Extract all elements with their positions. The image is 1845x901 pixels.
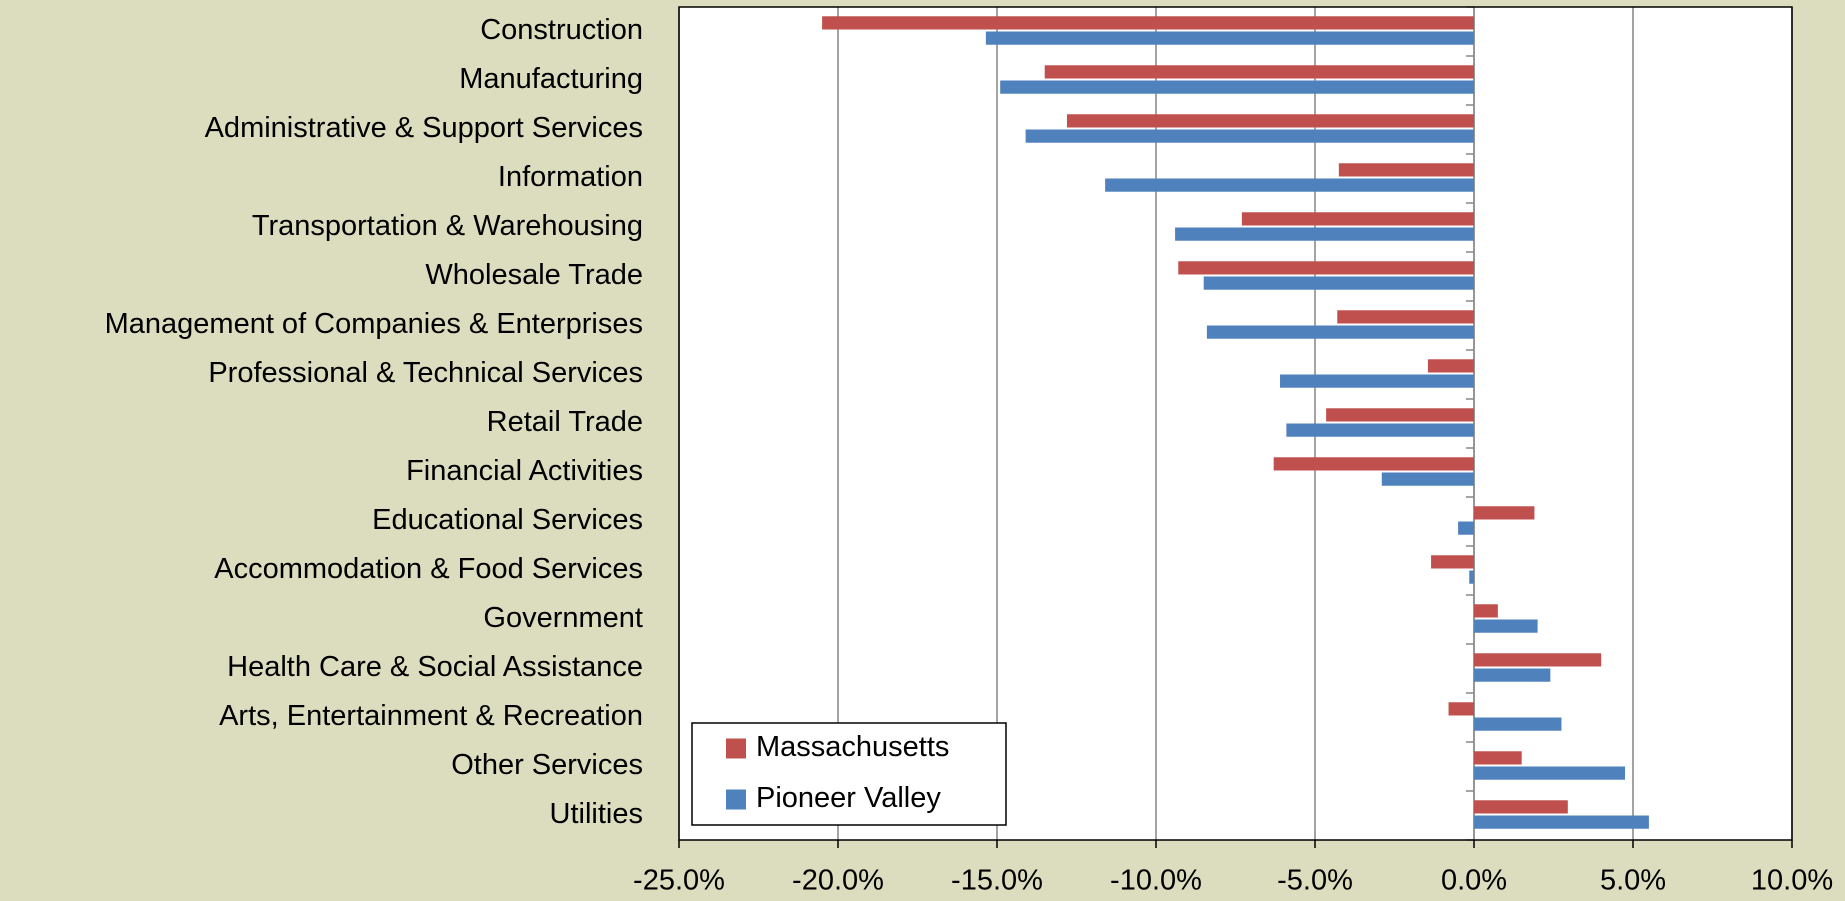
bar — [1206, 325, 1474, 339]
bar — [1474, 717, 1562, 731]
bar — [1178, 261, 1474, 275]
x-tick-label: 0.0% — [1441, 865, 1507, 897]
y-tick-label: Utilities — [550, 798, 643, 830]
bar — [1474, 506, 1535, 520]
bar — [1474, 619, 1538, 633]
bar — [1469, 570, 1474, 584]
bar — [985, 31, 1474, 45]
labels: -25.0% -20.0% -15.0% -10.0% -5.0% 0.0% 5.0% 10.… — [105, 14, 1834, 897]
legend-label: Massachusetts — [756, 731, 949, 763]
y-tick-label: Health Care & Social Assistance — [227, 651, 643, 683]
bar — [1448, 702, 1474, 716]
y-tick-label: Government — [483, 602, 643, 634]
y-tick-label: Educational Services — [372, 504, 643, 536]
x-tick-label: 10.0% — [1751, 865, 1833, 897]
y-tick-label: Manufacturing — [459, 63, 643, 95]
y-tick-label: Accommodation & Food Services — [214, 553, 643, 585]
y-tick-label: Financial Activities — [406, 455, 643, 487]
y-tick-label: Information — [498, 161, 643, 193]
y-tick-label: Administrative & Support Services — [205, 112, 643, 144]
bar — [1175, 227, 1474, 241]
y-tick-label: Management of Companies & Enterprises — [105, 308, 643, 340]
bar — [1280, 374, 1474, 388]
bar — [1286, 423, 1474, 437]
x-tick-label: -10.0% — [1110, 865, 1202, 897]
bar — [1474, 604, 1498, 618]
x-tick-label: -15.0% — [951, 865, 1043, 897]
bar — [1474, 668, 1551, 682]
legend: Massachusetts Pioneer Valley — [691, 722, 1007, 826]
y-tick-label: Other Services — [451, 749, 643, 781]
bar — [1025, 129, 1474, 143]
x-tick-label: -5.0% — [1277, 865, 1353, 897]
bar — [1431, 555, 1474, 569]
y-tick-label: Transportation & Warehousing — [252, 210, 643, 242]
x-tick-label: -20.0% — [792, 865, 884, 897]
bar — [1381, 472, 1474, 486]
y-tick-label: Arts, Entertainment & Recreation — [219, 700, 643, 732]
plot-border — [678, 6, 1793, 841]
legend-label: Pioneer Valley — [756, 782, 941, 814]
bar — [1326, 408, 1474, 422]
bar — [1338, 163, 1474, 177]
y-tick-label: Construction — [480, 14, 643, 46]
bar — [1273, 457, 1474, 471]
bars — [822, 16, 1649, 829]
bar — [1427, 359, 1474, 373]
plot-area — [679, 7, 1792, 840]
bar — [1066, 114, 1474, 128]
y-tick-label: Retail Trade — [487, 406, 643, 438]
x-tick-label: -25.0% — [633, 865, 725, 897]
x-tick-label: 5.0% — [1600, 865, 1666, 897]
bar — [1044, 65, 1474, 79]
y-tick-label: Professional & Technical Services — [208, 357, 643, 389]
y-tick-label: Wholesale Trade — [425, 259, 643, 291]
bar — [1000, 80, 1474, 94]
bar — [1474, 766, 1626, 780]
bar — [1337, 310, 1474, 324]
bar — [822, 16, 1474, 30]
bar — [1241, 212, 1474, 226]
bar — [1203, 276, 1474, 290]
bar — [1105, 178, 1474, 192]
legend-swatch — [726, 789, 746, 810]
bar — [1458, 521, 1474, 535]
bar — [1474, 815, 1649, 829]
bar — [1474, 751, 1522, 765]
legend-swatch — [726, 738, 746, 759]
bar — [1474, 653, 1602, 667]
bar — [1474, 800, 1568, 814]
